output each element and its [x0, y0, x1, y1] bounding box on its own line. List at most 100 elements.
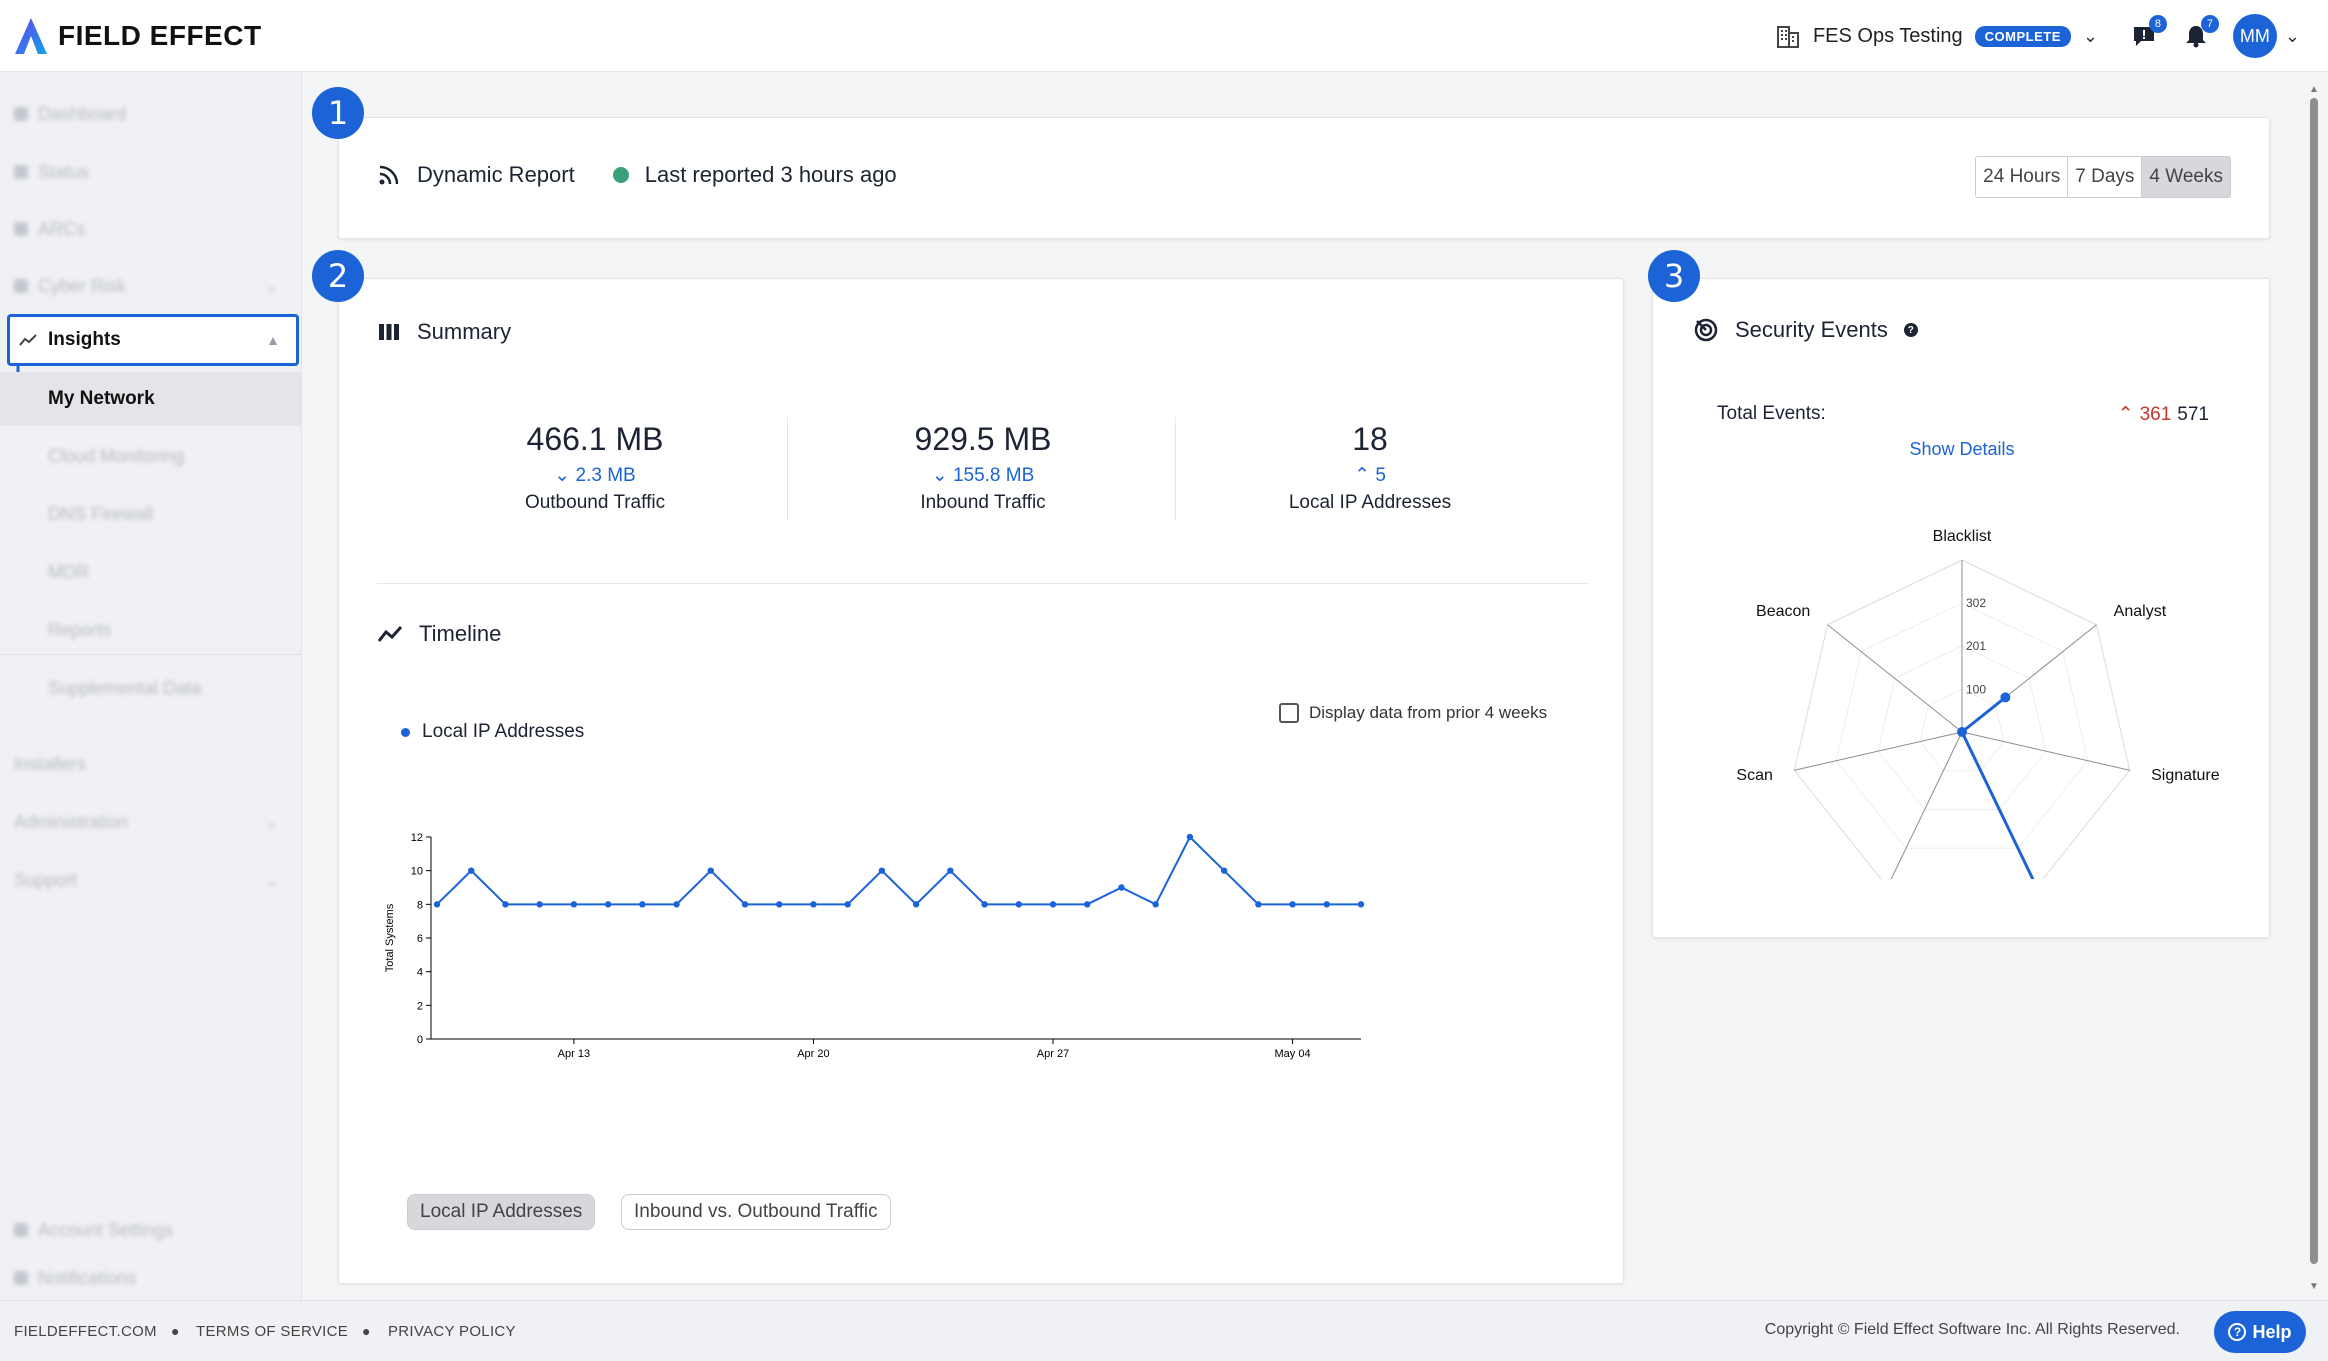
range-24-hours[interactable]: 24 Hours — [1976, 157, 2069, 197]
data-point — [1323, 901, 1330, 908]
sidebar-item-dns-firewall[interactable]: DNS Firewall — [48, 496, 153, 532]
messages-button[interactable]: 8 — [2129, 15, 2167, 51]
nav-icon — [14, 1223, 28, 1237]
radar-center-point — [1957, 727, 1967, 737]
timeline-title: Timeline — [419, 621, 502, 646]
chip-traffic[interactable]: Inbound vs. Outbound Traffic — [621, 1194, 891, 1230]
radar-ring — [1919, 688, 2005, 772]
nav-icon — [14, 222, 28, 236]
chevron-down-icon: ⌄ — [264, 869, 280, 890]
stat-local-ip: 18 ⌃ 5 Local IP Addresses — [1220, 421, 1520, 514]
data-point — [844, 901, 851, 908]
range-4-weeks[interactable]: 4 Weeks — [2142, 157, 2230, 197]
data-point — [1152, 901, 1159, 908]
stat-outbound: 466.1 MB ⌄ 2.3 MB Outbound Traffic — [445, 421, 745, 514]
data-point — [604, 901, 612, 908]
footer-link-privacy[interactable]: PRIVACY POLICY — [388, 1323, 516, 1340]
y-tick-label: 4 — [417, 967, 423, 979]
data-point — [741, 901, 749, 908]
scroll-thumb[interactable] — [2310, 98, 2318, 1264]
org-switcher[interactable]: FES Ops Testing COMPLETE ⌄ — [1775, 16, 2098, 56]
legend-label: Local IP Addresses — [422, 721, 585, 742]
data-point — [707, 867, 714, 874]
sidebar-item-cloud-monitoring[interactable]: Cloud Monitoring — [48, 438, 184, 474]
copyright: Copyright © Field Effect Software Inc. A… — [1764, 1321, 2180, 1338]
sidebar-item-notifications[interactable]: Notifications — [14, 1260, 136, 1296]
security-radar-chart: BlacklistAnalystSignatureEndpointConnect… — [1736, 528, 2220, 879]
rss-icon — [379, 165, 399, 185]
security-events-card: Security Events ? Total Events: ⌃ 361 57… — [1652, 278, 2270, 938]
notifications-button[interactable]: 7 — [2181, 15, 2219, 51]
sidebar-item-account-settings[interactable]: Account Settings — [14, 1212, 173, 1248]
chart-legend: Local IP Addresses — [401, 721, 584, 743]
divider — [1175, 417, 1176, 521]
sidebar-divider — [0, 654, 302, 655]
stat-value: 466.1 MB — [526, 421, 664, 457]
data-point — [878, 867, 886, 874]
data-point — [639, 901, 646, 908]
help-button[interactable]: ? Help — [2214, 1311, 2306, 1353]
radar-tick-label: 100 — [1966, 682, 1986, 696]
sidebar-item-label: Notifications — [38, 1267, 137, 1288]
sidebar-item-support[interactable]: Support ⌄ — [14, 862, 279, 898]
sidebar-item-reports[interactable]: Reports — [48, 612, 111, 648]
sidebar-item-cyber-risk[interactable]: Cyber Risk ⌄ — [14, 268, 279, 304]
footer: FIELDEFFECT.COM ● TERMS OF SERVICE ● PRI… — [0, 1300, 2328, 1361]
sidebar-item-insights[interactable]: Insights ▲ — [7, 314, 299, 366]
sidebar-item-label: Status — [38, 161, 90, 182]
step-marker-1: 1 — [312, 87, 364, 139]
user-menu[interactable]: MM ⌄ — [2232, 14, 2300, 58]
chip-local-ip[interactable]: Local IP Addresses — [407, 1194, 596, 1230]
radar-axis — [1827, 624, 1963, 733]
chevron-down-icon: ⌄ — [264, 811, 280, 832]
sidebar-item-label: Support — [14, 869, 78, 890]
columns-icon — [379, 324, 399, 340]
data-point — [1186, 833, 1194, 841]
total-events-delta: 361 — [2139, 403, 2172, 425]
scroll-up-icon[interactable]: ▲ — [2309, 84, 2319, 95]
radar-tick-label: 302 — [1966, 596, 1986, 610]
show-details-link[interactable]: Show Details — [1909, 439, 2015, 459]
sidebar-item-installers[interactable]: Installers — [14, 746, 86, 782]
footer-link-site[interactable]: FIELDEFFECT.COM — [14, 1323, 157, 1340]
data-point — [1255, 901, 1262, 908]
sidebar-item-my-network[interactable]: My Network — [0, 372, 302, 426]
sidebar-item-administration[interactable]: Administration ⌄ — [14, 804, 279, 840]
sidebar-item-supplemental-data[interactable]: Supplemental Data — [48, 670, 201, 706]
timeline-chart: 0 2 4 6 8 10 12 Total Systems Apr 13 Apr 20 Apr 27… — [384, 832, 1365, 1060]
checkbox[interactable] — [1279, 703, 1299, 723]
sidebar-item-status[interactable]: Status — [14, 154, 89, 190]
page-scrollbar[interactable]: ▲ ▼ — [2306, 84, 2320, 1292]
footer-link-terms[interactable]: TERMS OF SERVICE — [196, 1323, 349, 1340]
data-point — [1220, 867, 1228, 874]
stat-inbound: 929.5 MB ⌄ 155.8 MB Inbound Traffic — [833, 421, 1133, 514]
radar-axis-label: Analyst — [2114, 603, 2167, 620]
sidebar-item-dashboard[interactable]: Dashboard — [14, 96, 126, 132]
building-icon — [1776, 26, 1799, 48]
bell-icon — [2185, 26, 2206, 48]
range-7-days[interactable]: 7 Days — [2068, 157, 2143, 197]
prior-weeks-toggle[interactable]: Display data from prior 4 weeks — [1279, 703, 1547, 723]
sidebar-item-label: Reports — [48, 619, 112, 640]
time-range-selector[interactable]: 24 Hours 7 Days 4 Weeks — [1975, 156, 2231, 198]
messages-count: 8 — [2148, 15, 2167, 33]
sidebar-item-arcs[interactable]: ARCs — [14, 211, 85, 247]
brand-logo[interactable]: FIELD EFFECT — [14, 14, 262, 58]
radar-axis-label: Beacon — [1756, 603, 1810, 620]
scroll-down-icon[interactable]: ▼ — [2309, 1281, 2319, 1292]
sidebar-item-mdr[interactable]: MDR — [48, 554, 89, 590]
y-tick-label: 12 — [411, 832, 423, 844]
field-effect-logo-icon — [15, 18, 47, 54]
radar-axis — [1961, 731, 2130, 771]
radar-axis-label: Signature — [2151, 767, 2220, 784]
help-icon[interactable]: ? — [1903, 323, 1918, 337]
org-status-badge: COMPLETE — [1974, 25, 2071, 47]
sidebar-item-label: Account Settings — [38, 1219, 174, 1240]
sidebar-item-label: Supplemental Data — [48, 677, 202, 698]
nav-icon — [14, 165, 28, 179]
message-alert-icon — [2133, 27, 2154, 46]
stat-label: Local IP Addresses — [1288, 492, 1452, 513]
report-title: Dynamic Report — [417, 162, 575, 187]
radar-tick-label: 201 — [1966, 639, 1986, 653]
checkbox-label: Display data from prior 4 weeks — [1309, 703, 1548, 722]
